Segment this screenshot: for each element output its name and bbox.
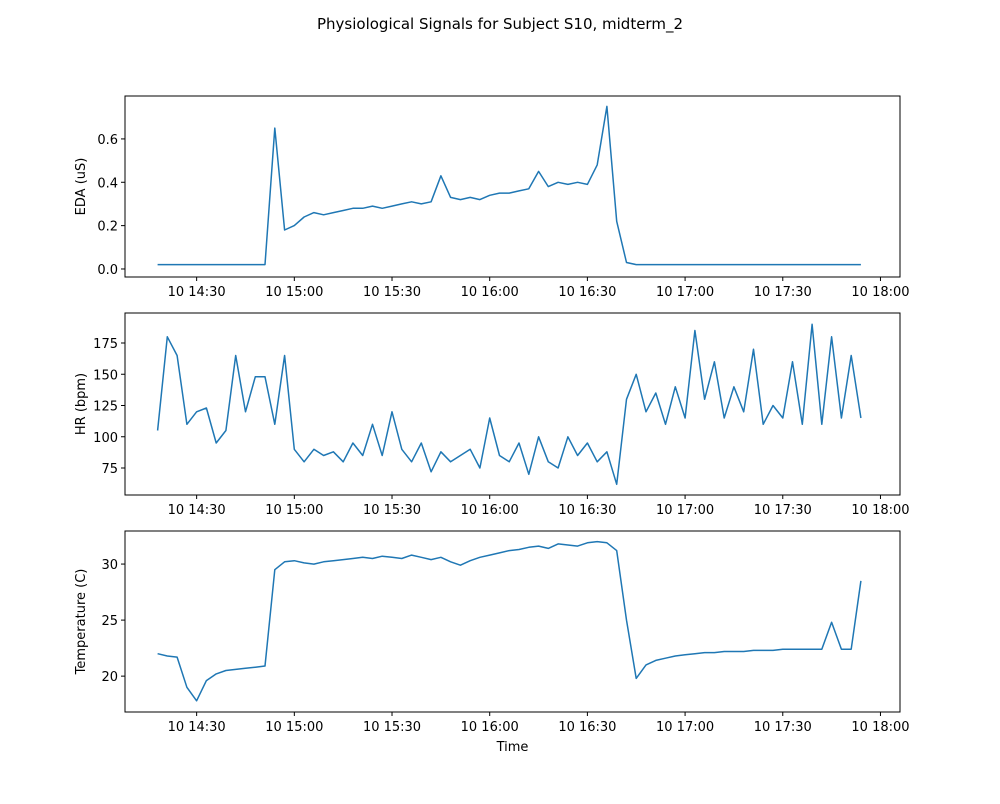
x-tick-label: 10 18:00 bbox=[851, 285, 909, 300]
y-tick-label: 100 bbox=[93, 431, 118, 446]
x-tick-label: 10 17:30 bbox=[754, 285, 812, 300]
x-tick-label: 10 16:00 bbox=[461, 720, 519, 735]
x-tick-label: 10 17:00 bbox=[656, 720, 714, 735]
figure-title: Physiological Signals for Subject S10, m… bbox=[317, 15, 683, 34]
data-line bbox=[157, 540, 862, 702]
x-tick-label: 10 16:30 bbox=[558, 720, 616, 735]
x-tick-label: 10 14:30 bbox=[168, 720, 226, 735]
y-tick-label: 25 bbox=[101, 614, 118, 629]
y-tick-label: 0.4 bbox=[97, 176, 118, 191]
x-tick-label: 10 15:00 bbox=[265, 285, 323, 300]
axes-frame bbox=[124, 312, 901, 496]
x-tick-label: 10 17:30 bbox=[754, 503, 812, 518]
x-tick-label: 10 15:30 bbox=[363, 285, 421, 300]
x-tick-label: 10 14:30 bbox=[168, 285, 226, 300]
y-tick-label: 175 bbox=[93, 337, 118, 352]
x-tick-label: 10 16:00 bbox=[461, 285, 519, 300]
x-tick-label: 10 17:00 bbox=[656, 503, 714, 518]
axes-frame bbox=[124, 530, 901, 713]
y-tick-label: 0.0 bbox=[97, 263, 118, 278]
x-tick-label: 10 15:30 bbox=[363, 503, 421, 518]
x-tick-label: 10 15:00 bbox=[265, 503, 323, 518]
x-tick-label: 10 16:30 bbox=[558, 503, 616, 518]
x-tick-label: 10 17:30 bbox=[754, 720, 812, 735]
y-tick-label: 20 bbox=[101, 670, 118, 685]
x-tick-label: 10 15:00 bbox=[265, 720, 323, 735]
y-axis-label: HR (bpm) bbox=[74, 373, 89, 435]
y-tick-label: 150 bbox=[93, 368, 118, 383]
y-tick-label: 0.6 bbox=[97, 133, 118, 148]
data-line bbox=[156, 323, 862, 486]
x-tick-label: 10 16:00 bbox=[461, 503, 519, 518]
y-axis-label: EDA (uS) bbox=[74, 158, 89, 216]
x-tick-label: 10 16:30 bbox=[558, 285, 616, 300]
y-tick-label: 125 bbox=[93, 400, 118, 415]
x-tick-label: 10 17:00 bbox=[656, 285, 714, 300]
x-tick-label: 10 18:00 bbox=[851, 503, 909, 518]
x-tick-label: 10 14:30 bbox=[168, 503, 226, 518]
data-line bbox=[157, 105, 861, 266]
y-tick-label: 30 bbox=[101, 558, 118, 573]
y-axis-label: Temperature (C) bbox=[74, 569, 89, 676]
y-tick-label: 0.2 bbox=[97, 220, 118, 235]
y-tick-label: 75 bbox=[101, 462, 118, 477]
axes-frame bbox=[124, 95, 901, 278]
x-tick-label: 10 15:30 bbox=[363, 720, 421, 735]
x-axis-label: Time bbox=[496, 740, 529, 755]
x-tick-label: 10 18:00 bbox=[851, 720, 909, 735]
